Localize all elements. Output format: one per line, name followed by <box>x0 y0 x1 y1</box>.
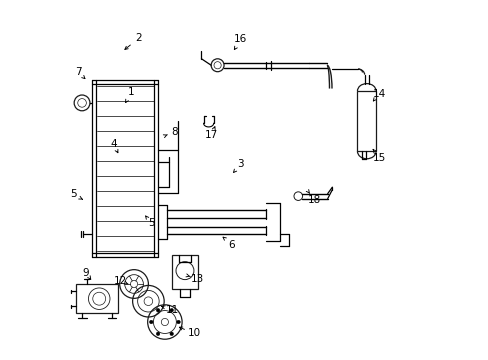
Circle shape <box>176 320 180 324</box>
Circle shape <box>149 320 153 324</box>
Text: 11: 11 <box>165 305 178 315</box>
Text: 7: 7 <box>75 67 81 77</box>
Text: 3: 3 <box>237 159 244 169</box>
Circle shape <box>169 332 173 336</box>
Text: 2: 2 <box>135 33 142 43</box>
Circle shape <box>156 309 160 312</box>
Text: 9: 9 <box>82 267 89 278</box>
Text: 18: 18 <box>307 195 321 205</box>
Text: 4: 4 <box>110 139 117 149</box>
Text: 6: 6 <box>228 239 235 249</box>
Text: 5: 5 <box>148 218 154 228</box>
Text: 13: 13 <box>191 274 204 284</box>
Circle shape <box>169 309 173 312</box>
Text: 15: 15 <box>372 153 386 163</box>
Text: 14: 14 <box>371 89 385 99</box>
Bar <box>357 91 375 151</box>
Circle shape <box>156 332 160 336</box>
Text: 10: 10 <box>187 328 201 338</box>
Bar <box>76 284 118 314</box>
Text: 17: 17 <box>204 130 218 140</box>
Text: 16: 16 <box>234 35 247 44</box>
Text: 5: 5 <box>70 189 76 199</box>
Bar <box>172 255 198 289</box>
Text: 12: 12 <box>114 276 127 286</box>
Text: 1: 1 <box>128 87 135 97</box>
Text: 8: 8 <box>171 127 178 136</box>
